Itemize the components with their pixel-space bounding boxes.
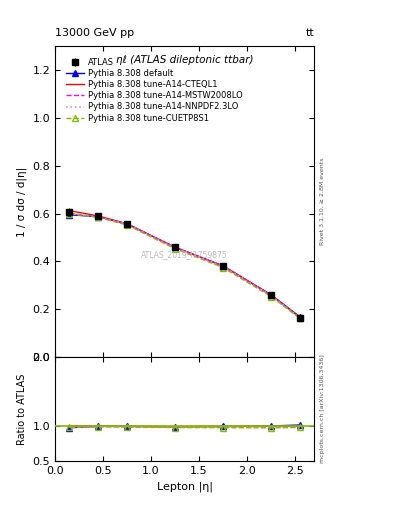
Pythia 8.308 tune-A14-CTEQL1 [298,314,302,321]
Pythia 8.308 tune-CUETP8S1 [96,215,101,221]
Pythia 8.308 tune-A14-MSTW2008LO [298,315,302,321]
Pythia 8.308 tune-A14-NNPDF2.3LO [298,315,302,321]
Line: Pythia 8.308 tune-A14-MSTW2008LO: Pythia 8.308 tune-A14-MSTW2008LO [70,214,300,318]
Pythia 8.308 tune-A14-MSTW2008LO [221,263,226,269]
Text: tt: tt [306,28,314,38]
Pythia 8.308 tune-CUETP8S1 [221,265,226,271]
Pythia 8.308 tune-A14-CTEQL1 [173,244,178,250]
Pythia 8.308 tune-A14-MSTW2008LO [269,292,274,298]
Pythia 8.308 tune-CUETP8S1 [298,315,302,322]
Pythia 8.308 tune-CUETP8S1 [67,210,72,217]
Pythia 8.308 default [67,211,72,218]
Pythia 8.308 tune-A14-NNPDF2.3LO [67,210,72,217]
Pythia 8.308 tune-A14-CTEQL1 [67,208,72,214]
Pythia 8.308 tune-A14-NNPDF2.3LO [96,214,101,220]
Pythia 8.308 default [269,292,274,298]
Pythia 8.308 tune-A14-NNPDF2.3LO [221,263,226,269]
Pythia 8.308 tune-A14-MSTW2008LO [96,214,101,220]
Pythia 8.308 tune-A14-CTEQL1 [96,213,101,219]
Pythia 8.308 default [96,214,101,220]
Pythia 8.308 tune-A14-MSTW2008LO [67,210,72,217]
Text: 13000 GeV pp: 13000 GeV pp [55,28,134,38]
Text: ηℓ (ATLAS dileptonic ttbar): ηℓ (ATLAS dileptonic ttbar) [116,55,253,66]
Pythia 8.308 tune-A14-CTEQL1 [221,263,226,269]
Pythia 8.308 tune-A14-NNPDF2.3LO [269,292,274,298]
Text: ATLAS_2019_I1759875: ATLAS_2019_I1759875 [141,250,228,259]
Pythia 8.308 tune-CUETP8S1 [125,222,129,228]
Text: mcplots.cern.ch [arXiv:1306.3436]: mcplots.cern.ch [arXiv:1306.3436] [320,355,325,463]
Line: Pythia 8.308 tune-A14-CTEQL1: Pythia 8.308 tune-A14-CTEQL1 [70,211,300,317]
Y-axis label: Ratio to ATLAS: Ratio to ATLAS [17,373,27,444]
Line: Pythia 8.308 tune-A14-NNPDF2.3LO: Pythia 8.308 tune-A14-NNPDF2.3LO [70,214,300,318]
Text: Rivet 3.1.10, ≥ 2.8M events: Rivet 3.1.10, ≥ 2.8M events [320,158,325,245]
Line: Pythia 8.308 tune-CUETP8S1: Pythia 8.308 tune-CUETP8S1 [67,211,303,321]
Pythia 8.308 default [173,244,178,250]
X-axis label: Lepton |η|: Lepton |η| [157,481,213,492]
Y-axis label: 1 / σ dσ / d|η|: 1 / σ dσ / d|η| [17,166,27,237]
Pythia 8.308 tune-A14-CTEQL1 [125,221,129,227]
Pythia 8.308 tune-CUETP8S1 [173,246,178,252]
Legend: ATLAS, Pythia 8.308 default, Pythia 8.308 tune-A14-CTEQL1, Pythia 8.308 tune-A14: ATLAS, Pythia 8.308 default, Pythia 8.30… [64,56,244,124]
Pythia 8.308 tune-A14-NNPDF2.3LO [173,244,178,250]
Pythia 8.308 tune-A14-MSTW2008LO [173,244,178,250]
Pythia 8.308 tune-CUETP8S1 [269,293,274,300]
Pythia 8.308 tune-A14-NNPDF2.3LO [125,221,129,227]
Pythia 8.308 tune-A14-CTEQL1 [269,292,274,298]
Pythia 8.308 tune-A14-MSTW2008LO [125,221,129,227]
Pythia 8.308 default [298,314,302,320]
Line: Pythia 8.308 default: Pythia 8.308 default [67,212,303,319]
Pythia 8.308 default [125,221,129,227]
Pythia 8.308 default [221,263,226,269]
